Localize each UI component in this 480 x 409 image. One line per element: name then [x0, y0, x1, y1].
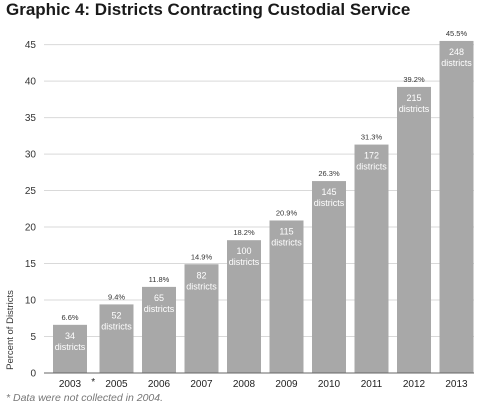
bar-value-label: 14.9% — [191, 252, 213, 261]
y-tick-label: 20 — [25, 223, 37, 234]
bar-count-unit: districts — [441, 58, 472, 68]
bar-value-label: 45.5% — [446, 29, 468, 38]
bar — [184, 264, 219, 373]
bars: 6.6%34districts9.4%52districts11.8%65dis… — [53, 29, 474, 373]
bar-value-label: 39.2% — [403, 75, 425, 84]
y-tick-label: 30 — [25, 150, 37, 161]
y-axis-label: Percent of Districts — [5, 290, 16, 370]
bar-value-label: 11.8% — [149, 275, 170, 284]
bar-count-unit: districts — [55, 342, 86, 352]
bar-value-label: 9.4% — [108, 292, 125, 301]
bar-count-label: 65 — [154, 293, 164, 303]
y-tick-label: 40 — [25, 77, 37, 88]
bar-count-unit: districts — [314, 198, 345, 208]
x-tick-label: 2009 — [275, 379, 298, 390]
gap-marker: * — [91, 377, 95, 388]
bar — [397, 86, 431, 373]
bar-count-label: 115 — [279, 226, 293, 236]
bar — [439, 40, 474, 373]
y-tick-label: 0 — [30, 369, 36, 380]
bar — [269, 220, 304, 373]
bar-value-label: 6.6% — [61, 313, 78, 322]
y-axis: 0 5 10 15 20 25 30 35 40 45 — [25, 40, 37, 379]
bar-count-unit: districts — [101, 321, 132, 331]
y-tick-label: 10 — [25, 296, 37, 307]
bar-value-label: 31.3% — [361, 133, 383, 142]
bar-count-label: 100 — [236, 246, 251, 256]
bar — [53, 324, 87, 373]
bar — [227, 240, 261, 373]
y-tick-label: 35 — [25, 113, 37, 124]
bar-count-unit: districts — [229, 257, 260, 267]
footnote: * Data were not collected in 2004. — [6, 392, 164, 404]
bar-value-label: 20.9% — [276, 208, 298, 217]
bar-count-unit: districts — [399, 104, 430, 114]
x-tick-label: 2005 — [105, 379, 128, 390]
bar-count-unit: districts — [356, 162, 387, 172]
x-tick-label: 2008 — [233, 379, 256, 390]
y-tick-label: 15 — [25, 259, 37, 270]
x-tick-label: 2013 — [445, 379, 468, 390]
bar-value-label: 26.3% — [318, 169, 340, 178]
bar-count-label: 145 — [321, 187, 336, 197]
y-tick-label: 5 — [30, 332, 36, 343]
chart-title: Graphic 4: Districts Contracting Custodi… — [6, 0, 411, 19]
bar-count-label: 215 — [406, 93, 421, 103]
bar-count-label: 248 — [449, 47, 464, 57]
bar-count-unit: districts — [144, 304, 175, 314]
bar — [142, 286, 176, 373]
x-tick-label: 2010 — [318, 379, 341, 390]
bar-count-label: 34 — [65, 331, 75, 341]
x-tick-label: 2011 — [361, 379, 383, 390]
x-tick-label: 2006 — [148, 379, 171, 390]
bar-count-label: 52 — [111, 310, 121, 320]
bar-count-label: 82 — [196, 270, 206, 280]
bar-value-label: 18.2% — [233, 228, 255, 237]
x-tick-label: 2003 — [59, 379, 82, 390]
x-axis: 2003 2005 2006 2007 2008 2009 2010 2011 2012 2013… — [44, 372, 474, 390]
bar — [354, 144, 389, 373]
bar-count-label: 172 — [364, 151, 379, 161]
bar-count-unit: districts — [271, 237, 302, 247]
y-tick-label: 25 — [25, 186, 37, 197]
x-tick-label: 2007 — [190, 379, 213, 390]
y-tick-label: 45 — [25, 40, 37, 51]
bar — [312, 181, 346, 373]
x-tick-label: 2012 — [403, 379, 426, 390]
bar-count-unit: districts — [186, 281, 217, 291]
bar — [99, 304, 134, 373]
